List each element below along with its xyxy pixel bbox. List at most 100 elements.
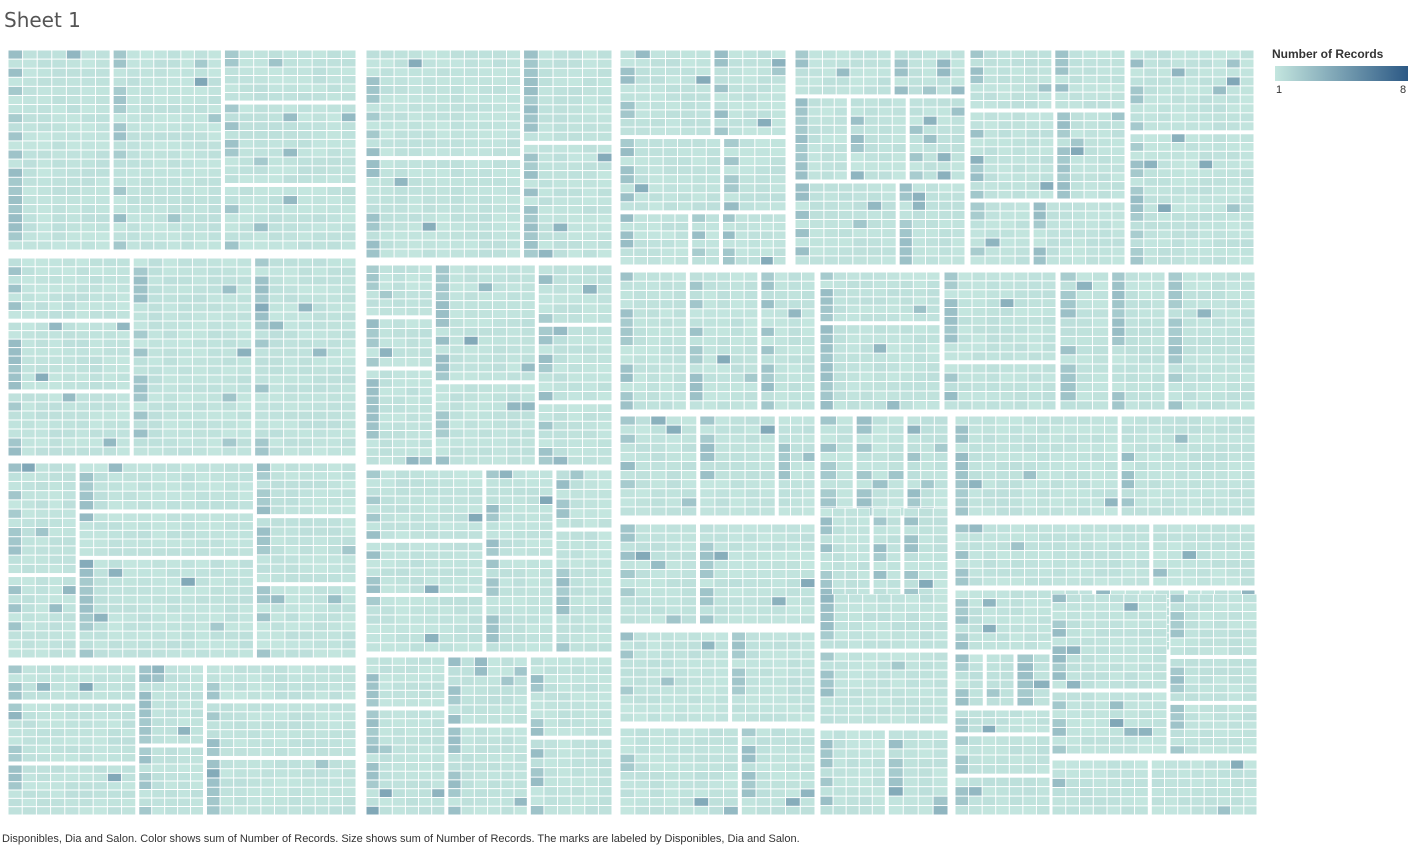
salon-mark[interactable] [81,150,96,159]
salon-mark[interactable] [464,121,478,130]
salon-mark[interactable] [633,392,647,401]
salon-mark[interactable] [342,631,356,640]
salon-mark[interactable] [269,348,284,357]
salon-mark[interactable] [154,95,167,105]
salon-mark[interactable] [167,205,181,214]
salon-mark[interactable] [660,318,673,327]
salon-mark[interactable] [207,339,222,348]
salon-mark[interactable] [113,77,127,86]
salon-mark[interactable] [269,402,284,411]
salon-mark[interactable] [922,59,937,68]
salon-mark[interactable] [148,321,163,330]
salon-mark[interactable] [507,169,521,177]
salon-mark[interactable] [1098,147,1111,155]
salon-mark[interactable] [1226,221,1240,230]
salon-mark[interactable] [139,700,152,709]
salon-mark[interactable] [394,77,408,86]
salon-mark[interactable] [255,258,269,267]
salon-mark[interactable] [900,272,913,280]
salon-mark[interactable] [274,691,288,700]
salon-mark[interactable] [972,272,986,281]
salon-mark[interactable] [152,709,165,718]
salon-mark[interactable] [327,339,342,348]
salon-mark[interactable] [1083,84,1097,92]
salon-mark[interactable] [255,330,269,339]
salon-mark[interactable] [237,303,252,312]
salon-mark[interactable] [163,258,178,267]
salon-mark[interactable] [133,384,148,393]
salon-mark[interactable] [274,674,288,682]
salon-mark[interactable] [380,130,394,139]
salon-mark[interactable] [22,258,35,267]
salon-mark[interactable] [894,77,908,86]
salon-mark[interactable] [1240,230,1254,239]
salon-mark[interactable] [313,447,327,456]
salon-mark[interactable] [269,294,284,303]
salon-mark[interactable] [499,559,513,569]
salon-mark[interactable] [972,316,986,325]
salon-mark[interactable] [1130,221,1144,230]
salon-mark[interactable] [571,727,585,736]
salon-mark[interactable] [366,160,380,169]
salon-mark[interactable] [342,447,356,456]
salon-mark[interactable] [341,59,356,67]
salon-mark[interactable] [395,576,410,585]
salon-mark[interactable] [620,84,635,93]
salon-mark[interactable] [432,727,445,736]
salon-mark[interactable] [254,93,268,101]
salon-mark[interactable] [269,393,284,402]
salon-mark[interactable] [8,258,22,267]
salon-mark[interactable] [1057,121,1070,129]
salon-mark[interactable] [1199,195,1213,204]
salon-mark[interactable] [181,241,194,250]
salon-mark[interactable] [507,274,521,283]
salon-mark[interactable] [49,356,62,365]
salon-mark[interactable] [1144,204,1158,213]
salon-mark[interactable] [847,325,860,334]
salon-mark[interactable] [341,113,356,122]
salon-mark[interactable] [313,321,327,330]
salon-mark[interactable] [748,248,761,256]
salon-mark[interactable] [944,316,958,325]
salon-mark[interactable] [584,499,598,509]
salon-mark[interactable] [1213,77,1226,86]
salon-mark[interactable] [1000,299,1014,308]
salon-mark[interactable] [23,95,37,105]
salon-mark[interactable] [894,86,908,95]
salon-mark[interactable] [939,219,952,229]
salon-mark[interactable] [521,283,535,292]
salon-mark[interactable] [432,745,445,754]
salon-mark[interactable] [194,95,208,105]
salon-mark[interactable] [435,354,450,363]
salon-mark[interactable] [315,739,329,748]
salon-mark[interactable] [192,348,207,357]
salon-mark[interactable] [728,118,743,127]
salon-mark[interactable] [379,682,392,690]
salon-mark[interactable] [107,683,122,691]
salon-mark[interactable] [1060,300,1076,309]
salon-mark[interactable] [912,238,926,247]
salon-mark[interactable] [315,759,329,769]
salon-mark[interactable] [8,509,22,518]
salon-mark[interactable] [299,564,313,573]
salon-mark[interactable] [892,162,906,171]
salon-mark[interactable] [254,131,268,139]
salon-mark[interactable] [81,159,96,168]
salon-mark[interactable] [123,491,137,501]
salon-mark[interactable] [501,657,514,667]
salon-mark[interactable] [208,150,221,159]
salon-mark[interactable] [524,105,538,114]
salon-mark[interactable] [288,787,302,796]
salon-mark[interactable] [237,276,252,285]
salon-mark[interactable] [660,309,673,318]
salon-mark[interactable] [94,539,108,548]
salon-mark[interactable] [405,780,419,789]
salon-mark[interactable] [634,166,649,175]
salon-mark[interactable] [268,84,283,93]
salon-mark[interactable] [774,373,788,382]
salon-mark[interactable] [194,168,208,177]
salon-mark[interactable] [717,401,730,410]
salon-mark[interactable] [583,284,597,294]
salon-mark[interactable] [597,87,612,96]
salon-mark[interactable] [222,348,237,357]
